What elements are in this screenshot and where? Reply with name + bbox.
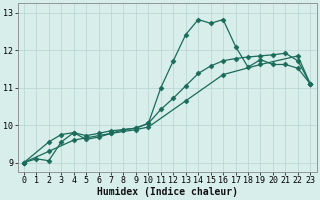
X-axis label: Humidex (Indice chaleur): Humidex (Indice chaleur) bbox=[97, 186, 237, 197]
